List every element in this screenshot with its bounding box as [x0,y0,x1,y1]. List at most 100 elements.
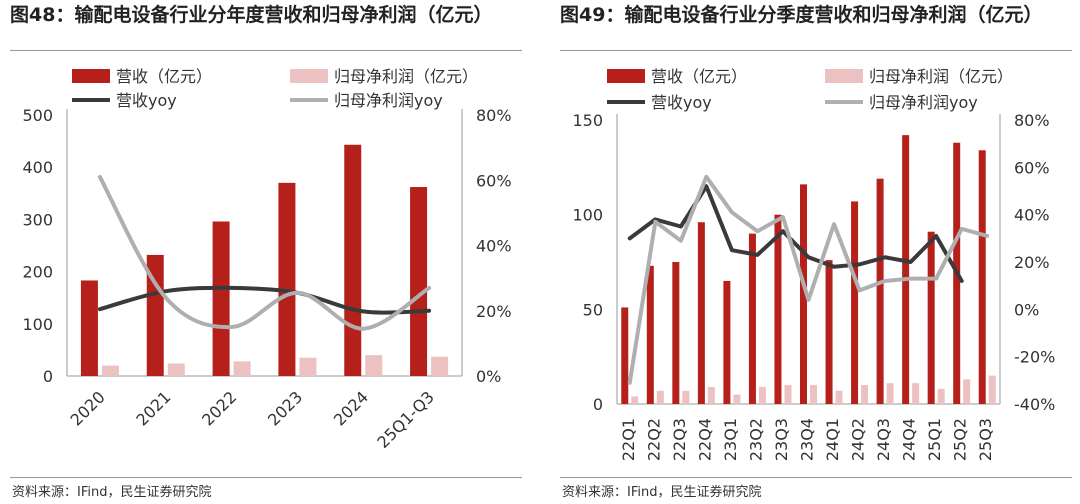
net-profit-bar [682,390,690,404]
y2-tick-label: 20% [476,302,512,321]
net-profit-bar [810,385,817,404]
y2-tick-label: 60% [1014,158,1050,177]
revenue-bar [774,214,782,404]
net-profit-bar [963,379,971,404]
x-tick-label: 25Q1-Q3 [373,387,438,452]
revenue-bar [212,221,230,376]
x-tick-label: 24Q4 [900,418,919,461]
y-tick-label: 150 [572,111,603,130]
net-profit-bar [988,375,996,404]
net-profit-bar [758,386,766,404]
revenue-bar [621,307,629,404]
source-note-quarterly: 资料来源：IFind，民生证券研究院 [562,485,762,500]
revenue-bar [80,280,98,376]
net-profit-bar [861,385,869,404]
x-tick-label: 22Q4 [695,418,714,461]
legend-swatch [72,69,110,83]
y-tick-label: 0 [593,395,603,414]
y-tick-label: 100 [572,206,603,225]
x-tick-label: 25Q3 [976,418,995,461]
legend-label: 归母净利润yoy [334,91,443,110]
x-tick-label: 2020 [67,387,109,429]
title-divider [560,50,1072,51]
x-tick-label: 23Q1 [721,418,740,461]
chart-title-annual: 图48：输配电设备行业分年度营收和归母净利润（亿元） [10,4,493,26]
y2-tick-label: 40% [1014,206,1050,225]
source-divider [10,477,522,478]
revenue-bar [927,231,935,404]
revenue-bar [902,135,910,404]
net-profit-bar [733,394,741,404]
x-tick-label: 22Q2 [644,418,663,461]
legend-swatch [607,69,645,83]
chart-panel-quarterly: 图49：输配电设备行业分季度营收和归母净利润（亿元） 150 100 50 0 80% 6… [550,0,1080,504]
net-profit-bar [365,355,383,376]
x-tick-label: 22Q1 [619,418,638,461]
x-tick-label: 24Q1 [823,418,842,461]
net-profit-bar [631,396,639,404]
y-tick-label: 500 [22,106,53,125]
revenue-bar [723,280,731,404]
legend-swatch [290,69,328,83]
y2-tick-label: 0% [476,367,501,386]
revenue-bar [978,150,986,404]
net-profit-bar [299,357,317,376]
net-profit-yoy-line [97,174,432,331]
legend-label: 营收（亿元） [116,67,212,86]
x-tick-label: 2021 [132,387,174,429]
x-tick-label: 23Q4 [798,418,817,461]
y2-tick-label: 0% [1014,300,1039,319]
y2-tick-label: 20% [1014,253,1050,272]
y2-tick-label: -40% [1014,395,1055,414]
y-tick-label: 200 [22,263,53,282]
legend-label: 归母净利润（亿元） [334,67,478,86]
y-tick-label: 50 [583,300,603,319]
net-profit-bar [937,388,945,404]
chart-title-quarterly: 图49：输配电设备行业分季度营收和归母净利润（亿元） [560,4,1043,26]
x-tick-label: 2022 [198,387,240,429]
y2-tick-label: 80% [476,106,512,125]
x-tick-label: 23Q3 [772,418,791,461]
y-tick-label: 300 [22,210,53,229]
y2-tick-label: -20% [1014,348,1055,367]
revenue-bar [146,254,164,376]
x-tick-label: 24Q2 [849,418,868,461]
quarterly-chart-svg: 150 100 50 0 80% 60% 40% 20% 0% -20% -40% 22Q1 22Q2 2… [572,67,1055,461]
net-profit-bar [101,365,119,376]
y-tick-label: 0 [43,367,53,386]
net-profit-bar [656,390,664,404]
revenue-bar [278,182,296,376]
legend-label: 营收yoy [116,91,177,110]
y-tick-label: 100 [22,315,53,334]
revenue-bar [800,184,807,404]
x-tick-label: 2024 [330,387,372,429]
legend-swatch [825,69,863,83]
revenue-bar [344,144,362,376]
y2-tick-label: 80% [1014,111,1050,130]
revenue-bar [410,187,428,376]
net-profit-bar [167,363,185,376]
net-profit-bar [886,383,894,404]
net-profit-bar [707,386,715,404]
source-note-annual: 资料来源：IFind，民生证券研究院 [12,485,212,500]
revenue-bar [876,178,884,404]
revenue-yoy-line [627,184,964,283]
annual-chart-svg: 500 400 300 200 100 0 80% 60% 40% 20% 0% 2020 2021 20… [22,67,512,452]
net-profit-bar [835,390,843,404]
y2-tick-label: 60% [476,171,512,190]
x-tick-label: 24Q3 [874,418,893,461]
title-divider [10,50,522,51]
x-tick-label: 2023 [264,387,306,429]
legend-label: 归母净利润yoy [869,93,978,112]
legend-label: 归母净利润（亿元） [869,67,1013,86]
revenue-bar [646,265,654,404]
y2-tick-label: 40% [476,237,512,256]
legend-label: 营收yoy [651,93,712,112]
x-tick-label: 22Q3 [670,418,689,461]
net-profit-bar [912,383,920,404]
revenue-bar [672,262,680,404]
net-profit-bar [784,385,792,404]
source-divider [560,477,1072,478]
revenue-bar [748,233,756,404]
chart-panel-annual: 图48：输配电设备行业分年度营收和归母净利润（亿元） 500 400 300 200 1… [0,0,530,504]
